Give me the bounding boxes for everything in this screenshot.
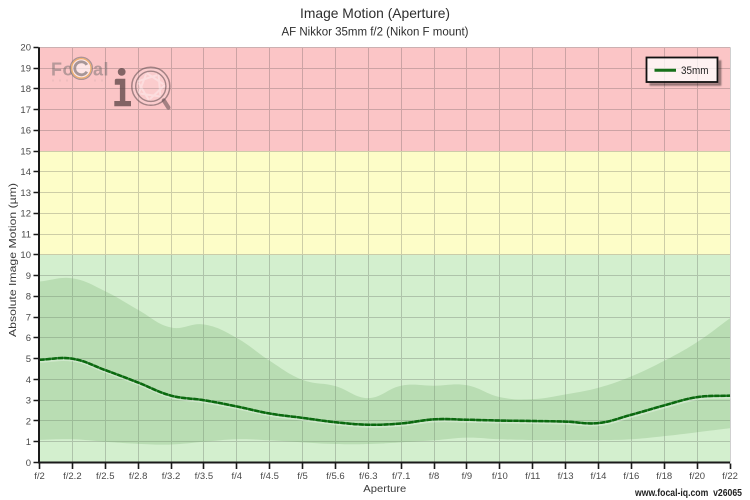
svg-text:20: 20	[20, 43, 31, 54]
svg-text:f/2.2: f/2.2	[63, 471, 82, 482]
svg-text:35mm: 35mm	[681, 65, 709, 77]
svg-text:f/8: f/8	[429, 471, 440, 482]
svg-text:f/3.5: f/3.5	[195, 471, 214, 482]
svg-text:19: 19	[20, 63, 31, 74]
svg-text:f/16: f/16	[623, 471, 639, 482]
svg-text:f/2.5: f/2.5	[96, 471, 115, 482]
svg-text:12: 12	[20, 209, 31, 220]
svg-text:13: 13	[20, 188, 31, 199]
svg-text:18: 18	[20, 84, 31, 95]
svg-text:1: 1	[26, 437, 31, 448]
svg-text:f/4: f/4	[232, 471, 243, 482]
svg-text:f/13: f/13	[558, 471, 574, 482]
svg-text:11: 11	[21, 229, 31, 240]
svg-text:AF Nikkor 35mm f/2 (Nikon F mo: AF Nikkor 35mm f/2 (Nikon F mount)	[282, 25, 469, 39]
svg-text:3: 3	[26, 396, 31, 407]
svg-text:www.focal-iq.com v26065: www.focal-iq.com v26065	[634, 488, 742, 499]
svg-text:f/20: f/20	[689, 471, 705, 482]
svg-text:7: 7	[26, 312, 31, 323]
svg-text:8: 8	[26, 292, 31, 303]
svg-text:f/3.2: f/3.2	[162, 471, 181, 482]
svg-text:f/4.5: f/4.5	[260, 471, 279, 482]
svg-text:Aperture: Aperture	[363, 483, 406, 495]
svg-text:f/14: f/14	[591, 471, 607, 482]
svg-text:14: 14	[20, 167, 31, 178]
svg-text:16: 16	[20, 126, 31, 137]
svg-text:f/7.1: f/7.1	[392, 471, 411, 482]
svg-text:f/9: f/9	[462, 471, 473, 482]
svg-text:f/2.8: f/2.8	[129, 471, 148, 482]
svg-text:f/6.3: f/6.3	[359, 471, 378, 482]
svg-text:f/5.6: f/5.6	[326, 471, 345, 482]
svg-text:6: 6	[26, 333, 31, 344]
svg-text:Fo: Fo	[51, 60, 74, 80]
svg-text:f/22: f/22	[722, 471, 738, 482]
svg-text:Image Motion (Aperture): Image Motion (Aperture)	[300, 6, 450, 21]
svg-text:9: 9	[26, 271, 31, 282]
svg-text:10: 10	[20, 250, 31, 261]
svg-text:17: 17	[20, 105, 31, 116]
svg-text:15: 15	[20, 146, 31, 157]
svg-text:f/18: f/18	[656, 471, 672, 482]
svg-text:f/11: f/11	[525, 471, 540, 482]
svg-text:4: 4	[26, 375, 31, 386]
svg-text:f/2: f/2	[34, 471, 45, 482]
svg-text:f/10: f/10	[492, 471, 508, 482]
svg-text:2: 2	[26, 416, 31, 427]
svg-text:f/5: f/5	[297, 471, 308, 482]
svg-text:0: 0	[26, 458, 31, 469]
svg-text:5: 5	[26, 354, 31, 365]
svg-text:Absolute Image Motion (µm): Absolute Image Motion (µm)	[7, 183, 19, 337]
svg-text:al: al	[93, 60, 109, 80]
